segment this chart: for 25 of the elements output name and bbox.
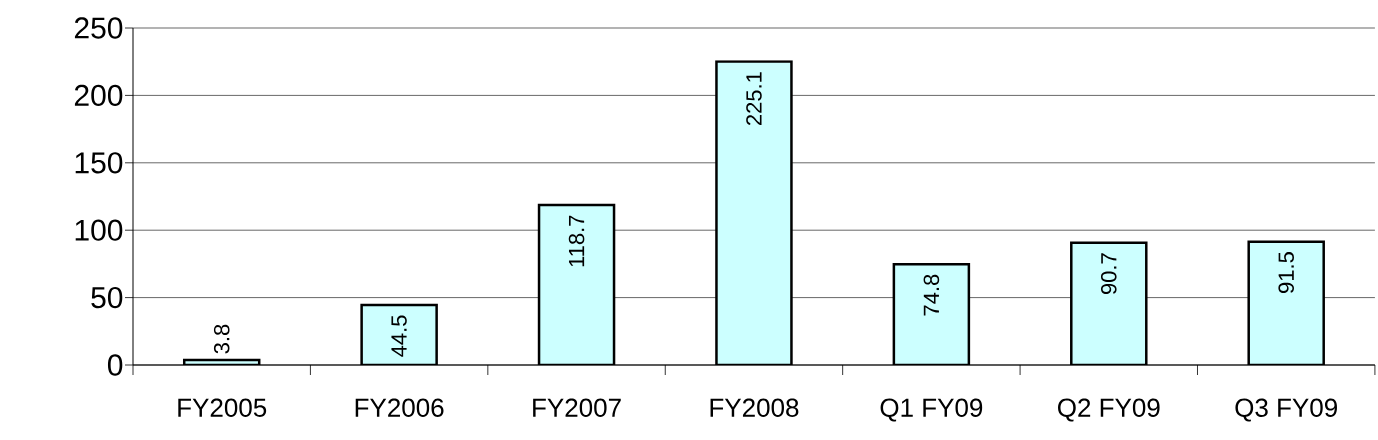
x-tick-label: Q2 FY09 (1058, 398, 1160, 422)
data-label: 118.7 (568, 215, 585, 267)
bar (1247, 240, 1325, 365)
data-label: 91.5 (1278, 252, 1294, 293)
y-tick-label: 150 (75, 152, 123, 174)
data-label: 3.8 (213, 324, 230, 354)
y-tick-label: 50 (91, 286, 123, 309)
data-label: 225.1 (746, 72, 762, 126)
x-tick-label: Q1 FY09 (880, 398, 983, 422)
x-tick-label: FY2007 (533, 398, 621, 417)
y-tick-label: 100 (75, 219, 123, 241)
y-tick-label: 0 (107, 354, 123, 376)
data-label: 90.7 (1100, 253, 1117, 295)
bar (715, 60, 793, 365)
x-tick-label: Q3 FY09 (1235, 398, 1337, 422)
y-tick-label: 200 (74, 84, 123, 107)
data-label: 44.5 (391, 315, 407, 357)
bar (892, 262, 971, 365)
x-tick-label: FY2008 (710, 398, 799, 417)
y-tick-label: 250 (74, 17, 123, 39)
data-label: 74.8 (923, 274, 940, 316)
bar (537, 203, 616, 365)
x-tick-label: FY2005 (178, 398, 267, 417)
bar (1070, 241, 1148, 365)
x-tick-label: FY2006 (355, 398, 444, 417)
